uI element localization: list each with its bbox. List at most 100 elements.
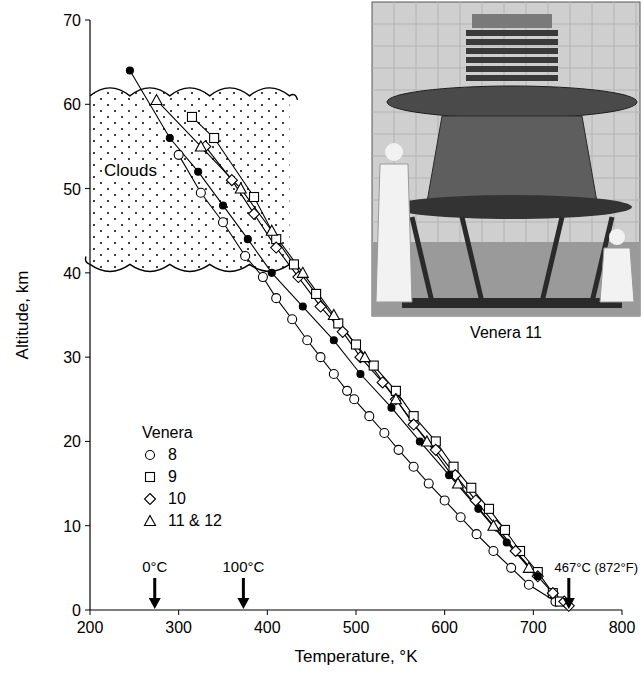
y-tick-label: 70 (63, 12, 81, 29)
data-point (303, 336, 312, 345)
data-point (219, 218, 228, 227)
data-point (297, 267, 308, 277)
technician-head (609, 229, 625, 245)
technician-body (600, 248, 634, 302)
data-point (350, 395, 359, 404)
data-point (328, 310, 339, 320)
data-point (472, 530, 481, 539)
data-point (456, 513, 465, 522)
data-point (408, 419, 419, 430)
data-point (196, 188, 205, 197)
data-point (440, 496, 449, 505)
data-point (272, 294, 281, 303)
probe-base (402, 298, 622, 308)
annotation-label: 0°C (142, 558, 167, 575)
legend-marker (146, 473, 155, 482)
x-tick-label: 400 (254, 619, 281, 636)
chart: CloudsVenera 112003004005006007008000102… (0, 0, 644, 679)
data-point (507, 563, 516, 572)
data-point (424, 479, 433, 488)
data-point (365, 412, 374, 421)
data-point (388, 404, 395, 411)
data-point (258, 273, 267, 282)
y-tick (85, 441, 90, 442)
probe-rib (466, 75, 558, 81)
y-tick (85, 525, 90, 526)
data-point (329, 370, 338, 379)
legend: Venera891011 & 12 (142, 424, 222, 529)
y-tick (85, 610, 90, 611)
y-axis-line (89, 20, 90, 610)
data-point (470, 495, 481, 506)
data-point (394, 445, 403, 454)
data-point (547, 588, 558, 599)
data-point (500, 525, 509, 534)
data-point (195, 141, 206, 151)
data-point (330, 337, 337, 344)
data-point (250, 193, 259, 202)
data-point (187, 112, 196, 121)
data-point (249, 208, 260, 219)
y-tick-label: 40 (63, 265, 81, 282)
data-point (226, 175, 237, 186)
data-point (452, 478, 463, 488)
data-point (352, 340, 361, 349)
data-point (390, 394, 401, 404)
data-point (220, 202, 227, 209)
legend-marker (145, 516, 156, 526)
y-axis-title: Altitude, km (13, 271, 32, 360)
annotation-arrowhead (237, 598, 249, 609)
x-tick-label: 300 (165, 619, 192, 636)
data-point (485, 504, 494, 513)
cloud-top-edge (90, 88, 298, 100)
y-tick-label: 20 (63, 433, 81, 450)
x-tick-label: 500 (343, 619, 370, 636)
data-point (266, 225, 277, 235)
series-line (192, 117, 560, 602)
x-tick (622, 610, 623, 615)
data-point (289, 260, 298, 269)
legend-marker (145, 494, 156, 505)
x-tick-label: 800 (609, 619, 636, 636)
axes: 200300400500600700800010203040506070Temp… (13, 12, 635, 666)
probe-rib (466, 30, 558, 36)
photo-tile (372, 46, 640, 47)
data-point (446, 472, 453, 479)
legend-title: Venera (142, 424, 193, 441)
annotation-arrowhead (149, 598, 161, 609)
data-point (316, 353, 325, 362)
series-line (157, 100, 529, 568)
probe-cap (472, 14, 552, 28)
probe-disk (387, 86, 637, 118)
data-point (268, 269, 275, 276)
series-line (130, 71, 538, 577)
y-tick (85, 188, 90, 189)
data-point (312, 289, 321, 298)
probe-rib (466, 57, 558, 63)
annotation-arrow (153, 578, 156, 600)
inset-photo (372, 2, 640, 316)
data-point (315, 301, 326, 312)
data-point (503, 539, 510, 546)
data-point (235, 183, 246, 193)
data-point (369, 361, 378, 370)
data-point (534, 573, 541, 580)
data-point (166, 135, 173, 142)
inset-caption: Venera 11 (470, 324, 542, 341)
data-point (357, 371, 364, 378)
annotation-label: 467°C (872°F) (555, 560, 638, 575)
plot-data (126, 67, 574, 611)
probe-stand (412, 217, 612, 302)
data-point (488, 520, 499, 530)
data-point (510, 546, 521, 557)
technician-body (376, 164, 412, 302)
data-point (467, 483, 476, 492)
legend-label: 11 & 12 (168, 512, 222, 529)
probe-rib (466, 66, 558, 72)
data-point (523, 562, 534, 572)
data-point (449, 462, 458, 471)
data-point (489, 547, 498, 556)
y-tick (85, 104, 90, 105)
photo-frame (372, 2, 640, 316)
legend-marker (146, 451, 155, 460)
